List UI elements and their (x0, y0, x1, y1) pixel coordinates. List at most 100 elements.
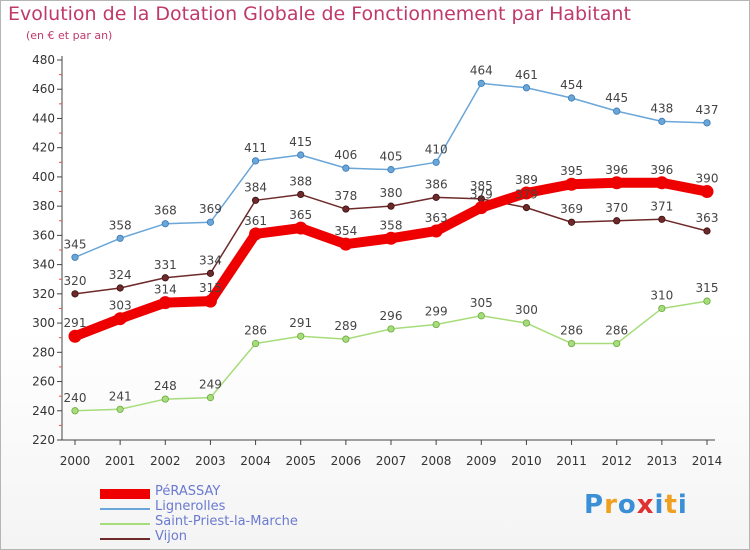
data-label: 365 (289, 208, 312, 222)
legend-label: PéRASSAY (155, 484, 221, 499)
proxiti-logo: Proxiti (584, 490, 688, 520)
data-label: 380 (380, 186, 403, 200)
data-label: 241 (109, 389, 132, 403)
data-label: 371 (650, 199, 673, 213)
chart-title: Evolution de la Dotation Globale de Fonc… (8, 3, 631, 25)
data-point (567, 339, 576, 348)
data-point (613, 107, 621, 115)
data-point (565, 177, 579, 191)
line-chart: 220 240 260 280 300 320 340 360 380 400 420 440 460 4… (32, 53, 722, 468)
data-point (113, 312, 127, 326)
data-label: 299 (425, 305, 448, 319)
data-label: 386 (425, 177, 448, 191)
data-point (297, 332, 305, 340)
x-tick-label: 2001 (105, 454, 136, 468)
data-label: 411 (244, 141, 267, 155)
data-label: 345 (64, 237, 87, 251)
data-point (384, 231, 398, 245)
y-tick-label: 400 (32, 170, 55, 184)
data-label: 395 (560, 164, 583, 178)
legend-swatch (100, 522, 150, 525)
data-label: 379 (470, 188, 493, 202)
x-tick-label: 2006 (331, 454, 362, 468)
legend-swatch (100, 537, 150, 540)
data-point (703, 227, 711, 235)
data-label: 240 (64, 391, 87, 405)
data-point (432, 193, 440, 201)
x-tick-label: 2005 (285, 454, 316, 468)
data-label: 385 (470, 179, 493, 193)
data-point (206, 394, 215, 402)
x-tick-label: 2009 (466, 454, 497, 468)
data-point (161, 395, 169, 403)
data-label: 358 (109, 218, 132, 232)
data-label: 361 (244, 214, 267, 228)
data-point (161, 274, 169, 282)
data-label: 363 (425, 211, 448, 225)
data-label: 369 (560, 202, 583, 216)
data-point (116, 284, 124, 292)
data-point (68, 329, 82, 343)
data-label: 334 (199, 253, 222, 267)
data-label: 291 (64, 316, 87, 330)
data-point (203, 294, 217, 308)
data-point (432, 158, 440, 166)
data-point (477, 312, 485, 320)
series-layer (68, 79, 714, 415)
data-point (116, 405, 124, 413)
data-label: 303 (109, 299, 132, 313)
y-tick-label: 240 (32, 404, 55, 418)
data-point (658, 117, 666, 125)
x-tick-label: 2013 (647, 454, 678, 468)
data-label: 291 (289, 316, 312, 330)
x-tick-label: 2003 (195, 454, 226, 468)
data-point (251, 157, 260, 165)
data-label: 396 (605, 163, 628, 177)
data-point (613, 339, 621, 348)
data-label: 315 (696, 281, 719, 295)
y-tick-label: 260 (32, 375, 55, 389)
data-point (432, 320, 440, 329)
data-label: 354 (334, 224, 357, 238)
logo-letter: P (584, 490, 605, 520)
data-label: 289 (334, 319, 357, 333)
data-label: 437 (696, 103, 719, 117)
data-label: 305 (470, 296, 493, 310)
data-label: 396 (650, 163, 673, 177)
data-point (158, 296, 172, 310)
data-label: 389 (515, 173, 538, 187)
data-label: 324 (109, 268, 132, 282)
data-point (116, 234, 124, 242)
data-label: 370 (605, 201, 628, 215)
data-label: 410 (425, 142, 448, 156)
legend-label: Lignerolles (155, 499, 226, 514)
y-tick-label: 220 (32, 433, 55, 447)
data-label: 320 (64, 274, 87, 288)
data-label: 331 (154, 258, 177, 272)
data-point (700, 185, 714, 199)
y-tick-label: 460 (32, 82, 55, 96)
data-label: 368 (154, 204, 177, 218)
data-point (387, 202, 395, 210)
data-point (703, 297, 711, 305)
data-point (658, 304, 666, 313)
data-label: 445 (605, 91, 628, 105)
y-tick-label: 360 (32, 228, 55, 242)
data-label: 454 (560, 78, 583, 92)
x-tick-label: 2012 (601, 454, 632, 468)
y-tick-label: 440 (32, 111, 55, 125)
data-label: 315 (199, 281, 222, 295)
x-tick-label: 2011 (556, 454, 587, 468)
logo-letter: o (617, 490, 637, 520)
data-point (658, 215, 666, 223)
data-label: 378 (334, 189, 357, 203)
data-label: 296 (380, 309, 403, 323)
logo-letter: i (677, 490, 688, 520)
data-point (297, 151, 305, 159)
data-label: 286 (560, 324, 583, 338)
data-point (294, 221, 308, 235)
data-point (342, 335, 350, 343)
data-point (655, 176, 669, 190)
data-point (522, 84, 531, 92)
